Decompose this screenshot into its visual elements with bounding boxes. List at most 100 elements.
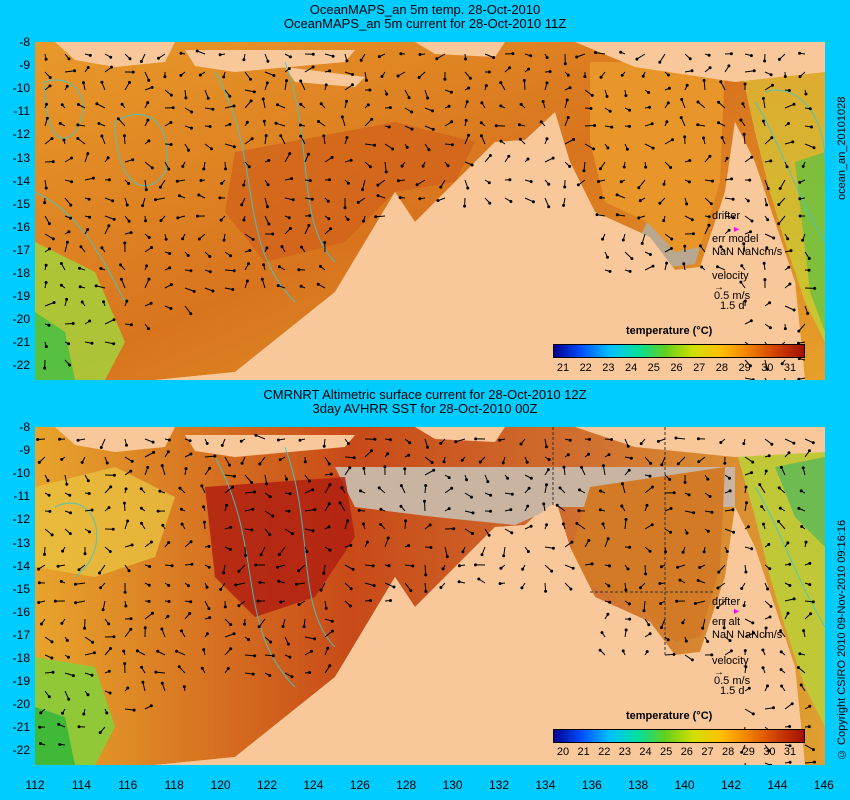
- current-vector-head: [593, 124, 597, 127]
- latitude-tick: -16: [12, 604, 30, 619]
- bottom-current-vectors: [36, 433, 816, 765]
- current-vector-head: [311, 65, 315, 69]
- current-vector-head: [662, 219, 666, 223]
- current-vector-head: [708, 495, 712, 498]
- current-vector-head: [242, 218, 246, 222]
- current-vector: [702, 618, 706, 629]
- current-vector-head: [811, 748, 815, 752]
- longitude-tick: 128: [396, 778, 417, 792]
- current-vector-head: [108, 550, 112, 553]
- current-vector-head: [768, 567, 772, 571]
- current-vector-head: [189, 312, 193, 316]
- current-vector-head: [232, 632, 236, 636]
- current-vector-head: [78, 285, 82, 289]
- current-vector-head: [205, 632, 209, 636]
- current-vector-head: [728, 476, 731, 480]
- current-vector-head: [446, 164, 450, 168]
- current-vector-head: [265, 482, 269, 486]
- current-vector-head: [365, 78, 368, 82]
- current-vector-head: [562, 465, 566, 469]
- current-vector-head: [184, 467, 188, 471]
- longitude-tick: 138: [628, 778, 649, 792]
- current-vector-head: [346, 218, 350, 222]
- top-velocity-label: velocity: [712, 270, 749, 282]
- current-vector-head: [599, 489, 603, 493]
- current-vector-head: [288, 55, 292, 59]
- longitude-tick: 144: [767, 778, 788, 792]
- current-vector-head: [326, 646, 330, 650]
- current-vector-head: [457, 580, 461, 584]
- top-err-value: NaN NaNcm/s: [712, 246, 783, 258]
- current-vector: [280, 135, 286, 145]
- current-vector: [784, 438, 795, 444]
- current-vector-head: [290, 177, 294, 181]
- current-vector-head: [169, 93, 173, 97]
- current-vector-head: [787, 89, 791, 92]
- current-vector-head: [160, 464, 164, 468]
- current-vector-head: [558, 486, 562, 490]
- bottom-title-line1: CMRNRT Altimetric surface current for 28…: [263, 387, 587, 402]
- current-vector-head: [521, 567, 525, 571]
- current-vector-head: [254, 433, 258, 437]
- current-vector-head: [792, 441, 796, 445]
- current-vector-head: [207, 607, 211, 611]
- current-vector-head: [687, 180, 691, 184]
- current-vector-head: [328, 548, 332, 552]
- current-vector-head: [690, 658, 694, 662]
- current-vector-head: [752, 631, 756, 635]
- current-vector-head: [299, 134, 303, 138]
- current-vector-head: [664, 550, 667, 554]
- current-vector-head: [211, 289, 215, 293]
- current-vector-head: [696, 437, 700, 441]
- latitude-tick: -19: [12, 674, 30, 689]
- current-vector-head: [88, 530, 91, 534]
- current-vector: [144, 161, 153, 169]
- current-vector-head: [588, 437, 591, 441]
- current-vector: [744, 632, 754, 638]
- top-drifter-icon: ▸: [734, 224, 740, 235]
- current-vector-head: [750, 471, 754, 475]
- current-vector-head: [807, 725, 811, 729]
- current-vector: [644, 486, 653, 494]
- current-vector-head: [746, 525, 750, 529]
- current-vector-head: [366, 103, 370, 107]
- current-vector-head: [208, 255, 212, 258]
- current-vector-head: [100, 80, 104, 84]
- current-vector: [84, 652, 95, 656]
- longitude-tick: 136: [581, 778, 602, 792]
- current-vector-head: [268, 533, 272, 537]
- current-vector-head: [599, 75, 603, 79]
- current-vector-head: [202, 520, 206, 524]
- current-vector-head: [640, 241, 644, 245]
- top-title-line2: OceanMAPS_an 5m current for 28-Oct-2010 …: [283, 16, 567, 31]
- current-vector-head: [229, 254, 232, 258]
- current-vector-head: [383, 465, 387, 469]
- current-vector-head: [544, 445, 548, 449]
- current-vector-head: [767, 542, 771, 546]
- current-vector-head: [120, 102, 124, 106]
- current-vector-head: [56, 564, 60, 568]
- current-vector-head: [659, 565, 663, 569]
- latitude-tick: -18: [12, 651, 30, 665]
- current-vector-head: [346, 519, 350, 523]
- current-vector-head: [151, 440, 155, 444]
- current-vector: [284, 153, 291, 163]
- current-vector: [144, 278, 150, 289]
- current-vector-head: [685, 202, 689, 206]
- current-vector-head: [529, 180, 533, 184]
- current-vector-head: [525, 460, 529, 464]
- colorbar-tick-label: 23: [602, 362, 615, 374]
- current-vector-head: [245, 120, 249, 124]
- current-vector-head: [740, 587, 744, 590]
- current-vector-head: [408, 441, 412, 445]
- current-vector: [275, 122, 286, 127]
- current-vector-head: [184, 96, 188, 100]
- current-vector-head: [251, 507, 255, 511]
- current-vector-head: [150, 85, 154, 89]
- current-vector-head: [90, 341, 94, 345]
- longitude-tick: 112: [25, 778, 45, 792]
- current-vector-head: [628, 108, 632, 112]
- current-vector-head: [211, 107, 215, 111]
- top-velocity-time: 1.5 d: [720, 300, 745, 312]
- current-vector-head: [396, 74, 400, 78]
